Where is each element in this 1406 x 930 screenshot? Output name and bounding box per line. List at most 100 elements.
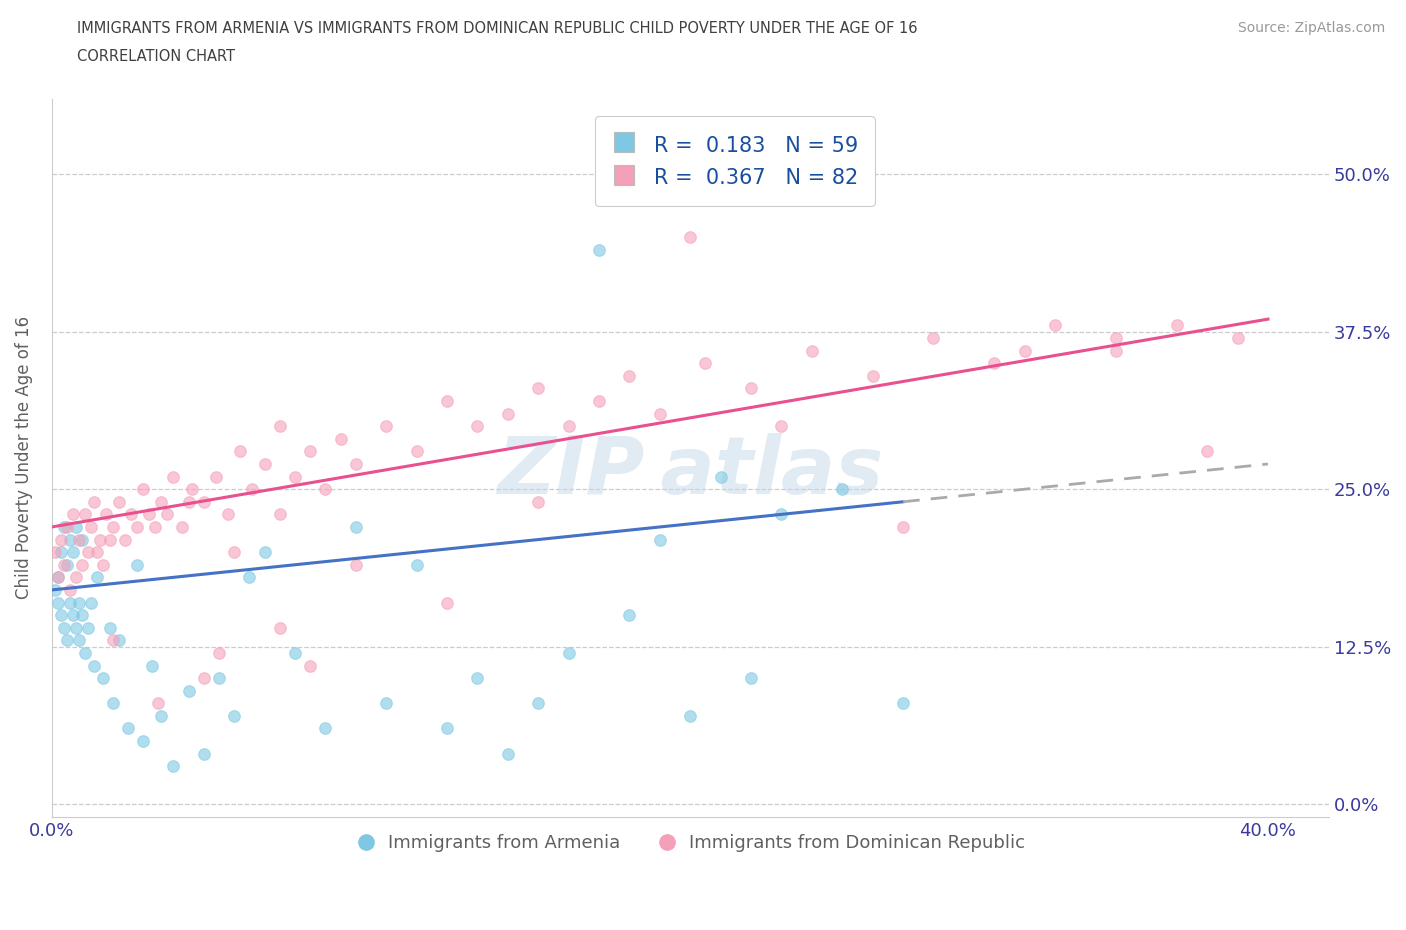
Point [436, 595, 458, 610]
Point [695, 356, 717, 371]
Point [1105, 330, 1128, 345]
Point [740, 381, 762, 396]
Point [172, 520, 194, 535]
Point [467, 671, 489, 685]
Point [132, 482, 155, 497]
Point [59, 582, 82, 597]
Point [619, 368, 641, 383]
Point [93, 671, 115, 685]
Point [1166, 318, 1188, 333]
Point [70, 532, 93, 547]
Point [62, 507, 84, 522]
Point [1105, 343, 1128, 358]
Point [44, 545, 66, 560]
Point [141, 658, 163, 673]
Point [75, 645, 97, 660]
Point [177, 684, 200, 698]
Point [98, 620, 121, 635]
Point [132, 734, 155, 749]
Point [284, 469, 307, 484]
Text: Source: ZipAtlas.com: Source: ZipAtlas.com [1237, 21, 1385, 35]
Point [375, 696, 398, 711]
Point [125, 520, 148, 535]
Point [49, 545, 72, 560]
Point [67, 532, 90, 547]
Point [527, 381, 550, 396]
Point [208, 671, 231, 685]
Point [101, 520, 124, 535]
Point [146, 696, 169, 711]
Point [49, 532, 72, 547]
Point [44, 582, 66, 597]
Point [496, 406, 519, 421]
Point [710, 469, 733, 484]
Point [83, 658, 105, 673]
Point [284, 645, 307, 660]
Point [770, 418, 793, 433]
Point [588, 393, 610, 408]
Point [101, 696, 124, 711]
Point [46, 570, 69, 585]
Point [800, 343, 823, 358]
Point [107, 495, 129, 510]
Point [299, 658, 322, 673]
Point [679, 709, 702, 724]
Point [52, 557, 75, 572]
Point [67, 595, 90, 610]
Point [496, 746, 519, 761]
Point [62, 607, 84, 622]
Point [120, 507, 142, 522]
Point [52, 620, 75, 635]
Point [891, 520, 914, 535]
Point [67, 633, 90, 648]
Point [70, 607, 93, 622]
Point [138, 507, 160, 522]
Point [344, 557, 367, 572]
Point [150, 709, 173, 724]
Text: CORRELATION CHART: CORRELATION CHART [77, 49, 235, 64]
Point [740, 671, 762, 685]
Point [75, 507, 97, 522]
Point [93, 557, 115, 572]
Point [107, 633, 129, 648]
Point [208, 645, 231, 660]
Point [922, 330, 945, 345]
Point [114, 532, 136, 547]
Point [619, 607, 641, 622]
Point [891, 696, 914, 711]
Point [162, 759, 184, 774]
Point [125, 557, 148, 572]
Point [648, 532, 671, 547]
Point [117, 721, 139, 736]
Point [983, 356, 1005, 371]
Point [205, 469, 228, 484]
Point [80, 520, 103, 535]
Point [862, 368, 884, 383]
Point [831, 482, 853, 497]
Point [180, 482, 202, 497]
Point [1014, 343, 1036, 358]
Legend: Immigrants from Armenia, Immigrants from Dominican Republic: Immigrants from Armenia, Immigrants from… [349, 827, 1032, 859]
Point [193, 746, 215, 761]
Point [229, 444, 252, 458]
Point [436, 393, 458, 408]
Point [65, 520, 87, 535]
Point [269, 507, 291, 522]
Point [59, 595, 82, 610]
Point [527, 696, 550, 711]
Point [89, 532, 111, 547]
Point [375, 418, 398, 433]
Point [224, 709, 246, 724]
Point [329, 432, 352, 446]
Point [269, 620, 291, 635]
Point [98, 532, 121, 547]
Point [314, 721, 336, 736]
Point [46, 570, 69, 585]
Point [156, 507, 179, 522]
Point [62, 545, 84, 560]
Point [56, 633, 79, 648]
Point [70, 557, 93, 572]
Point [65, 620, 87, 635]
Point [1226, 330, 1249, 345]
Point [770, 507, 793, 522]
